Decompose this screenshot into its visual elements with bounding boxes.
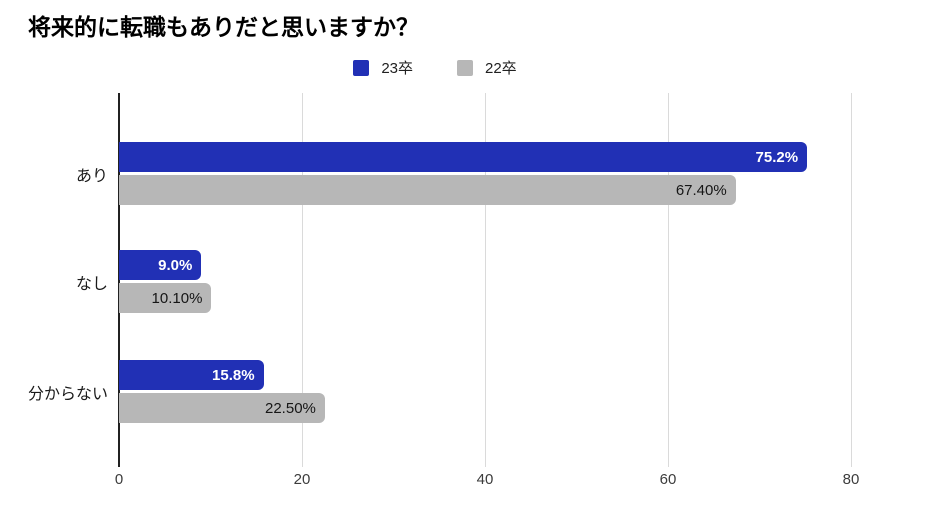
bar-23卒-あり: 75.2% (119, 142, 808, 172)
bar-value-23卒-分からない: 15.8% (212, 366, 255, 384)
bar-value-23卒-なし: 9.0% (158, 256, 193, 274)
bar-22卒-あり: 67.40% (119, 175, 736, 205)
bar-value-22卒-あり: 67.40% (675, 181, 727, 199)
gridline-20 (301, 93, 303, 467)
legend-label-22: 22卒 (485, 60, 517, 77)
x-tick-label-80: 80 (842, 471, 860, 488)
bar-23卒-なし: 9.0% (119, 250, 202, 280)
bar-22卒-分からない: 22.50% (119, 393, 325, 423)
bar-23卒-分からない: 15.8% (119, 360, 264, 390)
x-tick-label-60: 60 (659, 471, 677, 488)
chart-title: 将来的に転職もありだと思いますか？ (28, 14, 419, 40)
x-tick-label-20: 20 (293, 471, 311, 488)
gridline-40 (484, 93, 486, 467)
legend-swatch-22 (457, 59, 473, 76)
bar-value-23卒-あり: 75.2% (755, 148, 799, 166)
gridline-60 (667, 93, 669, 467)
category-label-2: 分からない (27, 385, 108, 403)
x-tick-label-40: 40 (476, 471, 494, 488)
y-axis-line (118, 93, 120, 467)
category-label-1: なし (75, 275, 108, 293)
category-label-0: あり (75, 167, 108, 185)
legend: 23卒 22卒 (0, 57, 870, 78)
legend-label-23: 23卒 (381, 60, 413, 77)
legend-item-23: 23卒 (353, 57, 413, 78)
x-tick-label-0: 0 (114, 471, 124, 488)
bar-22卒-なし: 10.10% (119, 283, 212, 313)
bar-value-22卒-なし: 10.10% (151, 289, 203, 307)
legend-swatch-23 (353, 59, 370, 76)
legend-item-22: 22卒 (457, 57, 517, 78)
bar-value-22卒-分からない: 22.50% (265, 399, 316, 417)
gridline-80 (850, 93, 852, 467)
